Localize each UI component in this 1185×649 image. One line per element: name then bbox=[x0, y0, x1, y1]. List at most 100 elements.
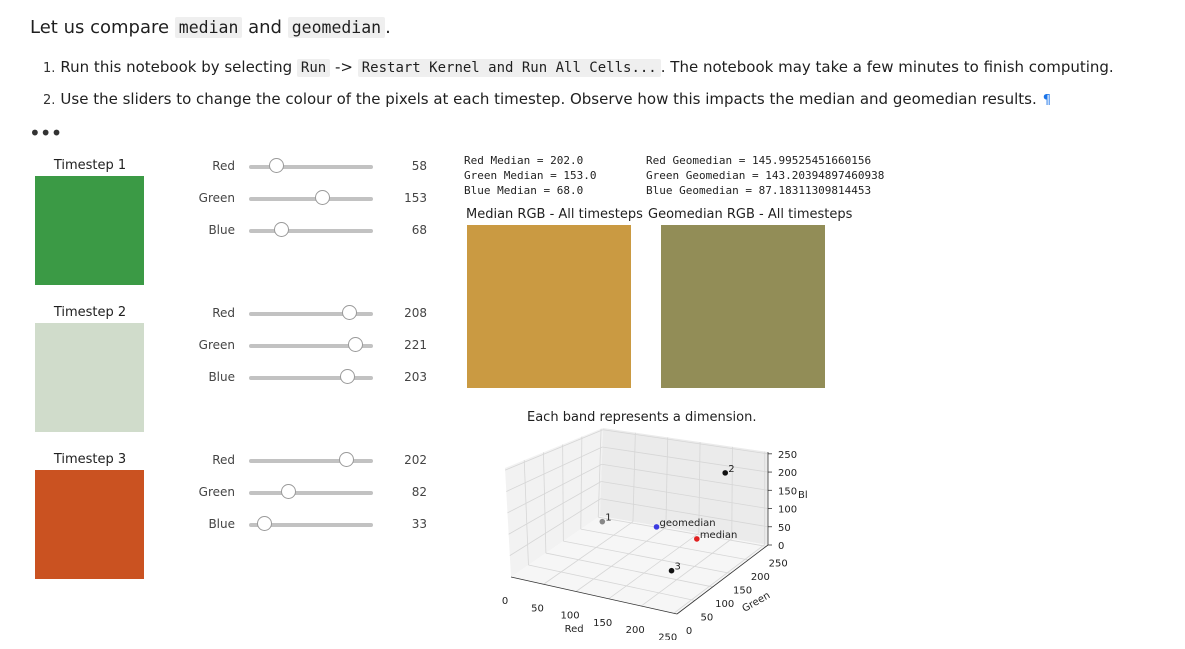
point-label-median: median bbox=[700, 530, 738, 541]
point-label-1: 1 bbox=[605, 513, 611, 524]
slider-label: Red bbox=[212, 306, 235, 320]
slider-red[interactable] bbox=[249, 158, 373, 173]
data-point-geomedian[interactable] bbox=[653, 524, 660, 530]
slider-label: Green bbox=[198, 338, 235, 352]
floor-gridline bbox=[563, 540, 731, 574]
timestep-title: Timestep 2 bbox=[53, 305, 127, 320]
floor-gridline bbox=[545, 552, 713, 588]
timestep-title: Timestep 1 bbox=[53, 158, 127, 173]
slider-value: 68 bbox=[411, 223, 427, 237]
pane-gridline bbox=[506, 446, 603, 492]
red-tick-label: 50 bbox=[531, 603, 544, 614]
timestep-color-swatch bbox=[35, 176, 144, 285]
pane-gridline bbox=[580, 436, 583, 530]
floor-gridline bbox=[598, 516, 767, 547]
red-tick-label: 150 bbox=[593, 618, 612, 629]
slider-green[interactable] bbox=[249, 190, 373, 205]
slider-value: 33 bbox=[411, 517, 427, 531]
floor-gridline bbox=[528, 564, 695, 601]
pane-gridline bbox=[601, 481, 769, 509]
slider-handle[interactable] bbox=[274, 222, 290, 237]
red-tick-label: 250 bbox=[658, 632, 677, 640]
floor-gridline bbox=[608, 532, 700, 600]
code-run-menu: Run bbox=[296, 59, 331, 77]
slider-label: Blue bbox=[208, 370, 235, 384]
pane-gridline bbox=[602, 429, 769, 455]
slider-blue[interactable] bbox=[249, 369, 373, 384]
green-tick-label: 150 bbox=[733, 585, 752, 596]
floor-gridline bbox=[640, 538, 733, 607]
floor-gridline bbox=[673, 544, 765, 614]
instruction-step-2: 2. Use the sliders to change the colour o… bbox=[43, 90, 1052, 108]
data-point-2[interactable] bbox=[722, 470, 729, 476]
green-axis-line bbox=[676, 544, 769, 615]
point-label-3: 3 bbox=[675, 562, 681, 573]
slider-handle[interactable] bbox=[339, 369, 355, 384]
pane-gridline bbox=[665, 437, 669, 528]
red-axis-label: Red bbox=[565, 624, 584, 635]
point-label-geomedian: geomedian bbox=[660, 518, 716, 529]
floor-gridline bbox=[580, 528, 749, 561]
pane-gridline bbox=[543, 452, 547, 554]
slider-red[interactable] bbox=[249, 452, 373, 467]
slider-handle[interactable] bbox=[280, 484, 296, 499]
slider-handle[interactable] bbox=[339, 452, 355, 467]
median-color-swatch bbox=[467, 225, 631, 388]
pane-gridline bbox=[523, 460, 529, 566]
geomedian-title: Geomedian RGB - All timesteps bbox=[648, 207, 853, 222]
section-heading: Let us compare median and geomedian. bbox=[30, 17, 391, 38]
timestep-color-swatch bbox=[35, 470, 144, 579]
pane-gridline bbox=[602, 446, 769, 473]
pane-gridline bbox=[508, 481, 602, 535]
slider-blue[interactable] bbox=[249, 222, 373, 237]
blue-tick-label: 50 bbox=[778, 523, 791, 534]
data-point-1[interactable] bbox=[599, 518, 606, 525]
code-geomedian: geomedian bbox=[287, 17, 386, 38]
slider-label: Blue bbox=[208, 223, 235, 237]
collapsed-cell-ellipsis[interactable]: ••• bbox=[29, 121, 62, 145]
back-pane-red-zero bbox=[505, 428, 603, 577]
median-stats: Red Median = 202.0 Green Median = 153.0 Bl… bbox=[464, 154, 597, 197]
blue-tick-label: 250 bbox=[778, 450, 797, 461]
instruction-step-1: 1. Run this notebook by selecting Run -> … bbox=[43, 58, 1114, 77]
slider-blue[interactable] bbox=[249, 516, 373, 531]
slider-red[interactable] bbox=[249, 305, 373, 320]
slider-handle[interactable] bbox=[348, 337, 364, 352]
median-title: Median RGB - All timesteps bbox=[466, 207, 643, 222]
timestep-color-swatch bbox=[35, 323, 144, 432]
pane-gridline bbox=[632, 432, 636, 522]
data-point-median[interactable] bbox=[694, 536, 700, 542]
slider-handle[interactable] bbox=[342, 305, 358, 320]
slider-value: 58 bbox=[411, 159, 427, 173]
data-point-3[interactable] bbox=[668, 567, 675, 574]
slider-label: Green bbox=[198, 191, 235, 205]
slider-green[interactable] bbox=[249, 337, 373, 352]
slider-green[interactable] bbox=[249, 484, 373, 499]
slider-label: Red bbox=[212, 159, 235, 173]
slider-handle[interactable] bbox=[257, 516, 273, 531]
pane-gridline bbox=[504, 429, 604, 471]
pane-gridline bbox=[698, 442, 701, 534]
code-median: median bbox=[174, 17, 243, 38]
back-pane-green-max bbox=[600, 428, 768, 545]
pane-gridline bbox=[562, 444, 564, 542]
floor-gridline bbox=[575, 527, 667, 592]
slider-value: 203 bbox=[404, 370, 427, 384]
blue-tick-label: 150 bbox=[778, 486, 797, 497]
anchor-link-icon[interactable]: ¶ bbox=[1042, 93, 1052, 108]
slider-handle[interactable] bbox=[315, 190, 331, 205]
green-tick-label: 200 bbox=[751, 572, 770, 583]
floor-gridline bbox=[543, 521, 634, 585]
green-tick-label: 100 bbox=[715, 599, 734, 610]
red-axis-line bbox=[510, 576, 678, 615]
slider-label: Green bbox=[198, 485, 235, 499]
geomedian-color-swatch bbox=[661, 225, 825, 388]
plot-title: Each band represents a dimension. bbox=[527, 410, 757, 425]
timestep-title: Timestep 3 bbox=[53, 452, 127, 467]
slider-value: 82 bbox=[411, 485, 427, 499]
slider-value: 208 bbox=[404, 306, 427, 320]
red-tick-label: 200 bbox=[626, 625, 645, 636]
pane-gridline bbox=[507, 463, 602, 514]
slider-handle[interactable] bbox=[269, 158, 285, 173]
